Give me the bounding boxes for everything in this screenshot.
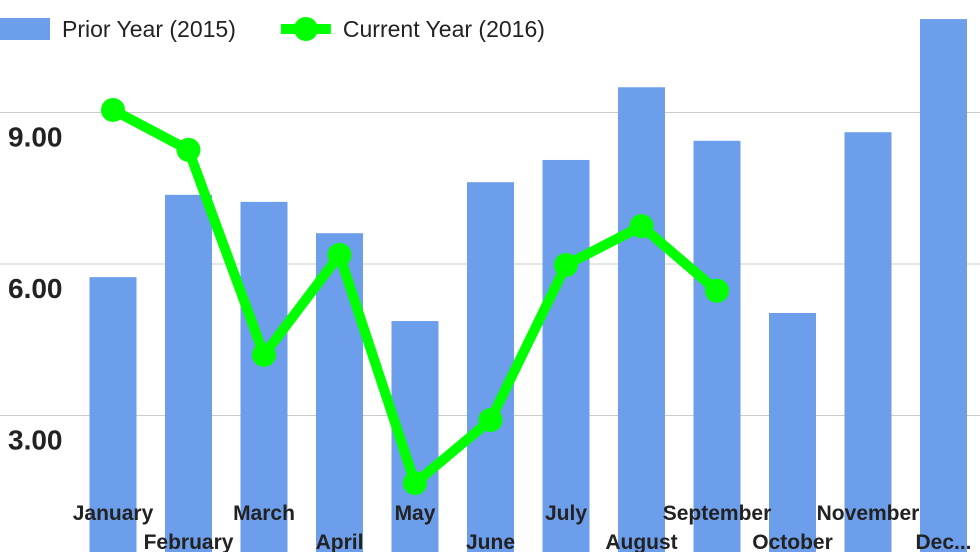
x-tick-label: March bbox=[233, 502, 295, 525]
x-tick-label: November bbox=[817, 502, 920, 525]
y-tick-label: 9.00 bbox=[8, 122, 63, 153]
bar bbox=[769, 312, 816, 552]
x-tick-label: June bbox=[466, 531, 515, 552]
x-tick-label: August bbox=[605, 531, 677, 552]
line-point bbox=[101, 97, 125, 122]
line-point bbox=[252, 342, 276, 367]
x-tick-label: July bbox=[545, 502, 587, 525]
bar bbox=[542, 159, 590, 552]
line-point bbox=[327, 242, 352, 267]
bar bbox=[693, 140, 741, 552]
y-tick-label: 6.00 bbox=[8, 273, 63, 304]
bar bbox=[89, 277, 137, 552]
bar bbox=[920, 19, 967, 552]
x-tick-label: February bbox=[144, 531, 234, 552]
bar bbox=[618, 87, 665, 552]
bar bbox=[467, 182, 514, 552]
legend-item: Prior Year (2015) bbox=[0, 16, 236, 42]
bar bbox=[240, 201, 288, 552]
x-tick-label: January bbox=[73, 502, 154, 525]
line-point bbox=[554, 253, 578, 278]
x-tick-label: Dec... bbox=[915, 531, 971, 552]
x-tick-label: October bbox=[752, 531, 833, 552]
legend-swatch bbox=[293, 17, 318, 41]
line-point bbox=[478, 408, 503, 433]
legend-item: Current Year (2016) bbox=[280, 16, 545, 42]
legend-label: Current Year (2016) bbox=[343, 16, 545, 42]
legend-swatch bbox=[0, 18, 50, 40]
bar bbox=[844, 132, 892, 552]
line-point bbox=[705, 278, 729, 303]
bar bbox=[165, 194, 212, 552]
x-tick-label: September bbox=[663, 502, 772, 525]
x-tick-label: April bbox=[316, 531, 364, 552]
line-point bbox=[403, 471, 427, 496]
line-point bbox=[629, 214, 654, 239]
bar bbox=[316, 233, 363, 552]
legend-label: Prior Year (2015) bbox=[62, 16, 236, 42]
x-tick-label: May bbox=[395, 502, 436, 525]
line-point bbox=[176, 137, 201, 162]
y-tick-label: 3.00 bbox=[8, 425, 63, 456]
